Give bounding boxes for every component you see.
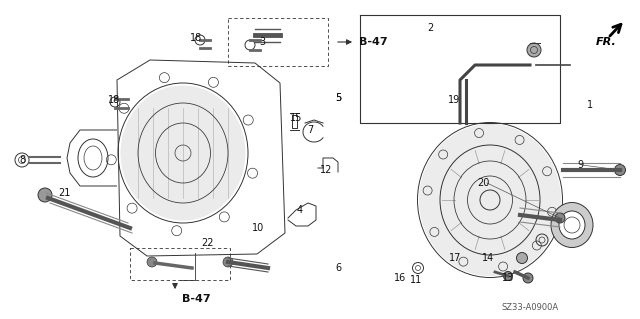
Text: 17: 17	[449, 253, 461, 263]
Text: 8: 8	[19, 155, 25, 165]
Text: 18: 18	[108, 95, 120, 105]
Circle shape	[504, 271, 513, 280]
Text: 19: 19	[448, 95, 460, 105]
Text: 1: 1	[587, 100, 593, 110]
Text: 12: 12	[320, 165, 332, 175]
Ellipse shape	[559, 211, 585, 239]
Text: B-47: B-47	[359, 37, 388, 47]
Text: 11: 11	[410, 275, 422, 285]
Text: 6: 6	[335, 263, 341, 273]
Text: 16: 16	[394, 273, 406, 283]
Circle shape	[147, 257, 157, 267]
Circle shape	[555, 213, 565, 223]
Text: 5: 5	[335, 93, 341, 103]
Circle shape	[38, 188, 52, 202]
Text: SZ33-A0900A: SZ33-A0900A	[501, 303, 559, 313]
Text: 7: 7	[307, 125, 313, 135]
Circle shape	[523, 273, 533, 283]
Text: 3: 3	[259, 37, 265, 47]
Text: 4: 4	[297, 205, 303, 215]
Circle shape	[527, 43, 541, 57]
Text: 21: 21	[58, 188, 70, 198]
Text: 15: 15	[290, 113, 302, 123]
Text: 13: 13	[502, 273, 514, 283]
Circle shape	[223, 257, 233, 267]
Text: FR.: FR.	[596, 37, 617, 47]
Text: 20: 20	[477, 178, 489, 188]
Text: 22: 22	[202, 238, 214, 248]
Ellipse shape	[419, 124, 561, 276]
Ellipse shape	[120, 85, 246, 220]
Text: 10: 10	[252, 223, 264, 233]
Text: 2: 2	[427, 23, 433, 33]
Text: 5: 5	[335, 93, 341, 103]
Text: 18: 18	[190, 33, 202, 43]
Ellipse shape	[551, 203, 593, 248]
Text: 14: 14	[482, 253, 494, 263]
Text: B-47: B-47	[182, 294, 211, 304]
Text: 9: 9	[577, 160, 583, 170]
Circle shape	[516, 253, 527, 263]
Circle shape	[614, 165, 625, 175]
